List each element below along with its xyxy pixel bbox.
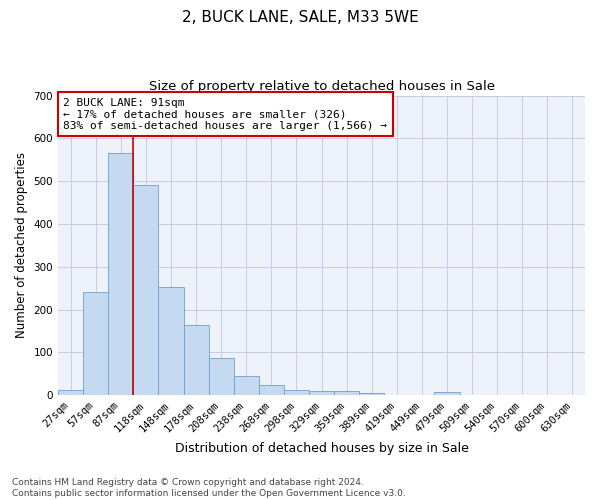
Bar xyxy=(209,358,233,395)
Bar xyxy=(58,390,83,395)
Bar xyxy=(334,392,359,395)
Text: 2, BUCK LANE, SALE, M33 5WE: 2, BUCK LANE, SALE, M33 5WE xyxy=(182,10,418,25)
Bar xyxy=(108,154,133,395)
X-axis label: Distribution of detached houses by size in Sale: Distribution of detached houses by size … xyxy=(175,442,469,455)
Bar xyxy=(184,324,209,395)
Bar xyxy=(309,392,334,395)
Bar xyxy=(359,393,384,395)
Text: 2 BUCK LANE: 91sqm
← 17% of detached houses are smaller (326)
83% of semi-detach: 2 BUCK LANE: 91sqm ← 17% of detached hou… xyxy=(63,98,387,131)
Bar xyxy=(434,392,460,395)
Y-axis label: Number of detached properties: Number of detached properties xyxy=(15,152,28,338)
Bar xyxy=(158,287,184,395)
Bar xyxy=(259,384,284,395)
Bar xyxy=(233,376,259,395)
Bar xyxy=(284,390,309,395)
Bar xyxy=(133,186,158,395)
Title: Size of property relative to detached houses in Sale: Size of property relative to detached ho… xyxy=(149,80,494,93)
Text: Contains HM Land Registry data © Crown copyright and database right 2024.
Contai: Contains HM Land Registry data © Crown c… xyxy=(12,478,406,498)
Bar xyxy=(83,292,108,395)
